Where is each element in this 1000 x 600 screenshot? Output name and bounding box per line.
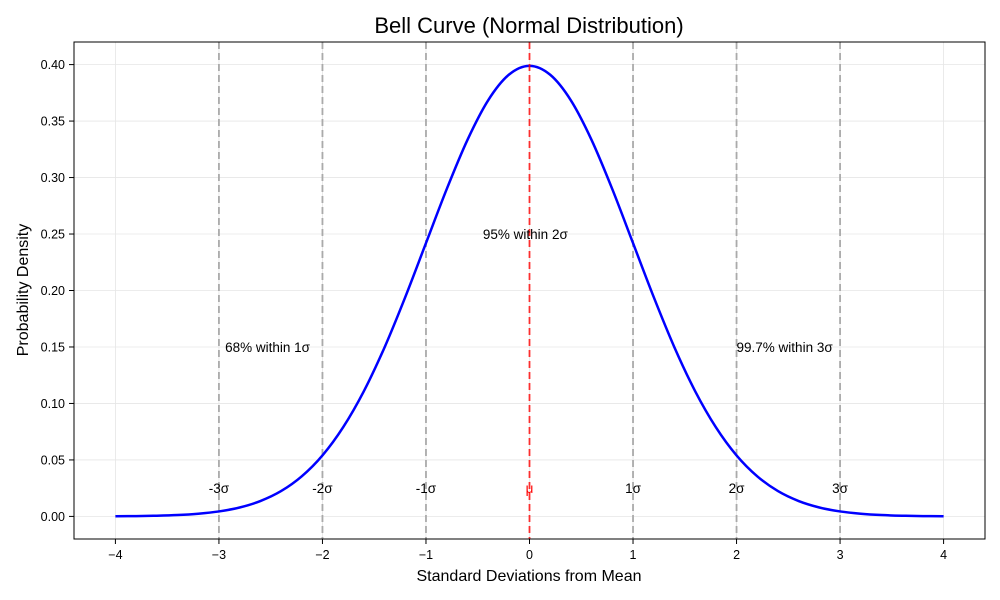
sigma-label: -1σ [416, 481, 437, 496]
sigma-label: 2σ [729, 481, 746, 496]
sigma-label: -2σ [312, 481, 333, 496]
x-tick-label: 3 [837, 548, 844, 562]
sigma-label: 3σ [832, 481, 849, 496]
annotation-text: 68% within 1σ [225, 340, 311, 355]
x-tick-label: −3 [212, 548, 226, 562]
x-tick-label: 2 [733, 548, 740, 562]
annotations: -3σ -2σ -1σ 1σ 2σ 3σ μ 68% within 1σ 95% within … [209, 227, 849, 496]
sigma-label: 1σ [625, 481, 642, 496]
x-tick-label: −4 [108, 548, 122, 562]
y-tick-label: 0.35 [41, 115, 65, 129]
x-tick-label: 4 [940, 548, 947, 562]
x-tick-label: 0 [526, 548, 533, 562]
y-tick-label: 0.00 [41, 510, 65, 524]
x-axis: −4 −3 −2 −1 0 1 2 3 4 [108, 539, 947, 562]
x-tick-label: 1 [630, 548, 637, 562]
y-tick-label: 0.05 [41, 453, 65, 467]
x-axis-label: Standard Deviations from Mean [417, 568, 642, 585]
sigma-lines [218, 42, 841, 539]
chart-title: Bell Curve (Normal Distribution) [374, 13, 683, 38]
y-axis: 0.00 0.05 0.10 0.15 0.20 0.25 0.30 0.35 0.40 [41, 58, 74, 524]
y-tick-label: 0.20 [41, 284, 65, 298]
sigma-label: -3σ [209, 481, 230, 496]
y-tick-label: 0.15 [41, 340, 65, 354]
mean-label: μ [526, 481, 534, 496]
x-tick-label: −2 [315, 548, 329, 562]
y-tick-label: 0.40 [41, 58, 65, 72]
annotation-text: 95% within 2σ [483, 227, 569, 242]
x-tick-label: −1 [419, 548, 433, 562]
y-tick-label: 0.25 [41, 228, 65, 242]
y-axis-label: Probability Density [15, 224, 32, 357]
y-tick-label: 0.30 [41, 171, 65, 185]
curve-layer [115, 42, 944, 539]
annotation-text: 99.7% within 3σ [737, 340, 834, 355]
y-tick-label: 0.10 [41, 397, 65, 411]
